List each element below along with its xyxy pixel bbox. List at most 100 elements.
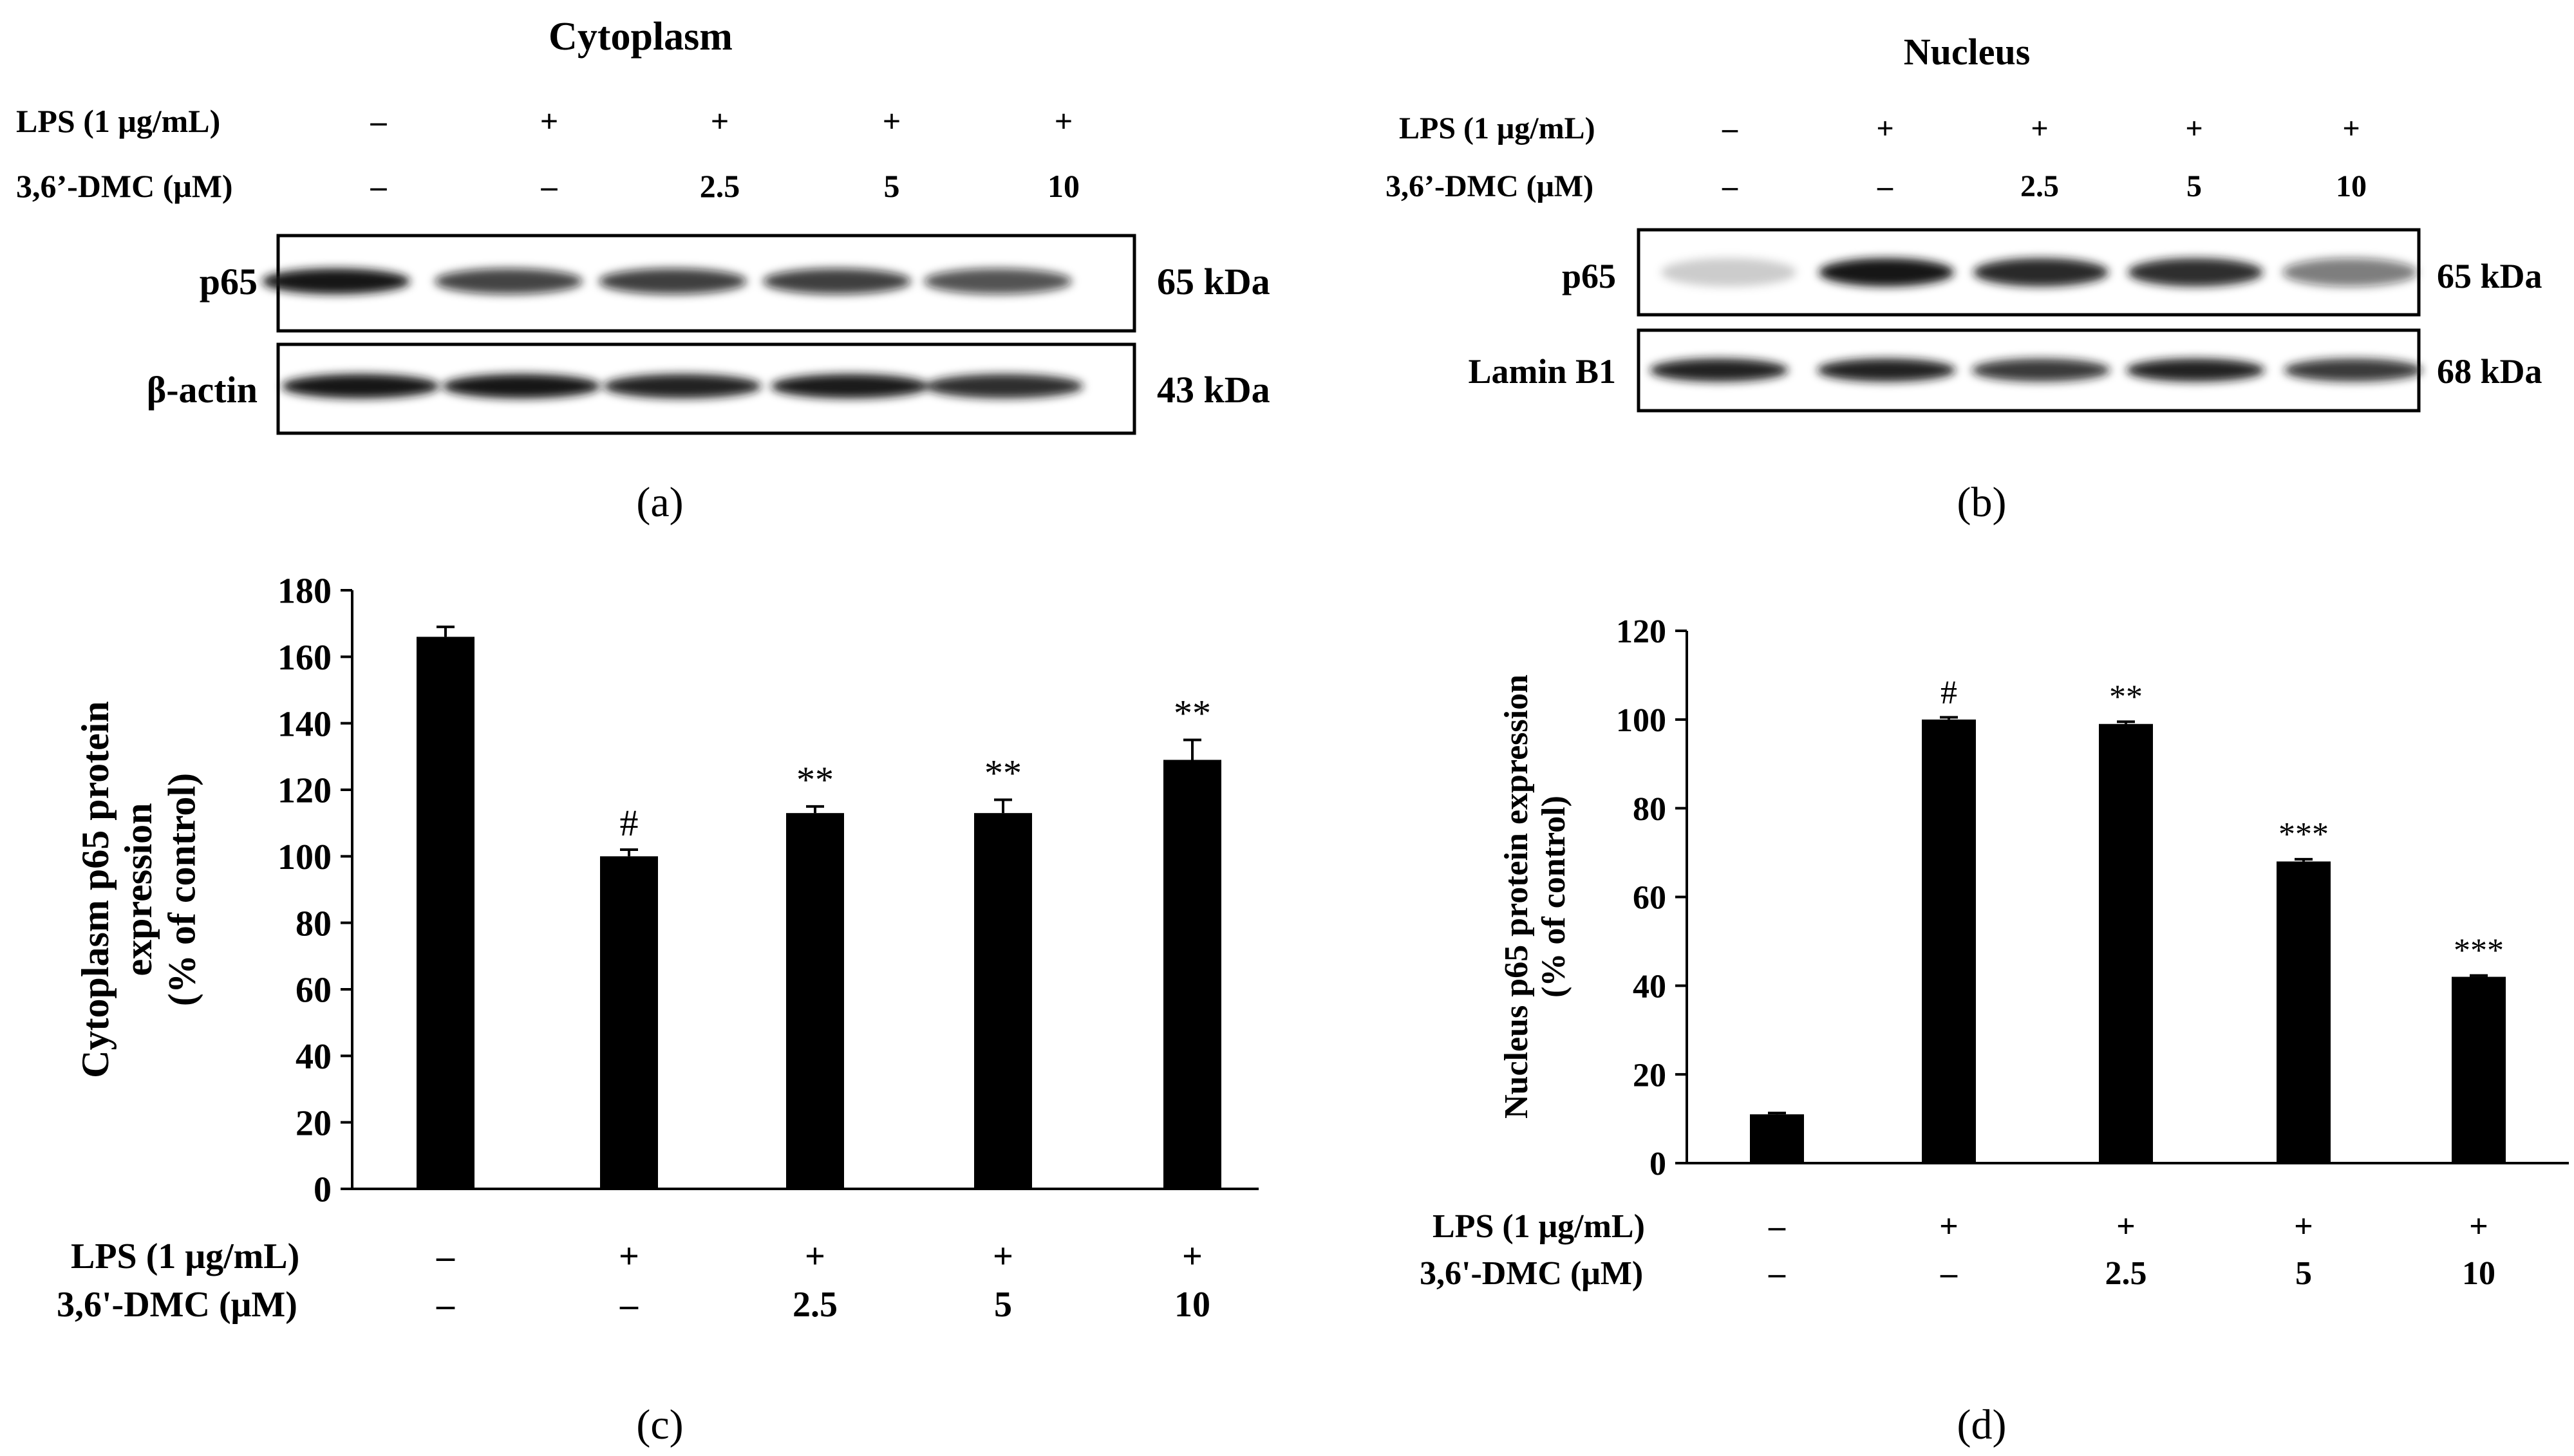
panel-b-p65-band-2 [1819,258,1954,286]
panel-c-bar-chart: 0 20 40 60 80 100 120 140 160 180 # ** ** ** Cytoplasm… [57,572,1259,1448]
panel-d-lps-value-2: + [1939,1208,1959,1245]
panel-c-bar-4 [974,813,1032,1189]
panel-a-p65-band-1 [262,268,410,294]
panel-c-dmc-value-4: 5 [994,1285,1012,1325]
panel-b-lamin-band-3 [1971,359,2110,382]
panel-c-y-tick-label: 160 [277,638,332,678]
panel-d-lps-value-1: – [1768,1208,1786,1245]
panel-d-y-tick-label: 40 [1633,969,1666,1005]
panel-d-significance-4: *** [2278,816,2329,853]
panel-a-actin-band-5 [925,374,1084,398]
panel-a-p65-band-5 [924,268,1072,294]
panel-d-y-tick-label: 0 [1649,1146,1666,1182]
panel-d-lps-value-5: + [2469,1208,2488,1245]
panel-b-lamin-band-5 [2284,359,2423,382]
panel-d-dmc-value-3: 2.5 [2105,1255,2147,1292]
panel-b-p65-band-1 [1661,258,1796,286]
panel-d-y-tick-label: 100 [1616,702,1666,739]
panel-a-dmc-label: 3,6’-DMC (μM) [16,168,233,204]
panel-a-actin-label: β-actin [147,369,258,411]
panel-d-y-axis-label-line: (% of control) [1536,796,1572,998]
panel-c-y-tick-label: 60 [296,971,332,1011]
panel-b-lps-value-1: – [1722,111,1738,145]
panel-c-dmc-value-2: – [619,1285,639,1325]
panel-b-lamin-band-4 [2126,359,2265,382]
panel-a-actin-band-3 [603,374,762,398]
panel-a-lps-value-5: + [1055,103,1073,139]
panel-a-p65-label: p65 [200,261,258,303]
panel-c-y-axis-label-line: expression [117,803,160,976]
panel-a-western-blot: Cytoplasm LPS (1 μg/mL) 3,6’-DMC (μM) – +… [16,15,1270,526]
panel-b-dmc-value-5: 10 [2336,169,2367,203]
panel-a-dmc-value-4: 5 [884,168,900,204]
panel-d-bar-2 [1922,719,1976,1163]
panel-d-dmc-label: 3,6'-DMC (μM) [1420,1255,1643,1292]
panel-d-lps-label: LPS (1 μg/mL) [1433,1208,1645,1245]
panel-d-dmc-value-2: – [1940,1255,1958,1292]
panel-d-dmc-value-4: 5 [2295,1255,2312,1292]
panel-d-lps-value-4: + [2294,1208,2313,1245]
panel-c-significance-4: ** [984,752,1022,794]
panel-b-lps-value-2: + [1876,111,1893,145]
panel-a-dmc-value-3: 2.5 [700,168,740,204]
panel-a-lps-value-3: + [711,103,729,139]
panel-a-lps-value-2: + [540,103,559,139]
panel-c-y-tick-label: 120 [277,771,332,811]
panel-b-dmc-value-4: 5 [2186,169,2202,203]
panel-d-y-tick-label: 120 [1616,613,1666,650]
panel-c-lps-value-5: + [1182,1237,1203,1276]
panel-b-title: Nucleus [1904,31,2031,73]
panel-a-lps-value-1: – [370,103,388,139]
panel-c-dmc-label: 3,6'-DMC (μM) [57,1285,297,1325]
panel-d-y-axis-label-line: Nucleus p65 protein expression [1498,675,1535,1119]
panel-c-y-axis-label: Cytoplasm p65 proteinexpression(% of con… [74,701,203,1078]
panel-c-bar-1 [417,637,474,1189]
panel-a-lps-label: LPS (1 μg/mL) [16,103,220,139]
panel-c-y-tick-label: 0 [314,1170,332,1210]
panel-c-y-tick-label: 100 [277,837,332,877]
panel-d-y-axis-label: Nucleus p65 protein expression(% of cont… [1498,675,1572,1119]
panel-a-dmc-value-2: – [541,168,558,204]
panel-a-title: Cytoplasm [549,15,733,59]
panel-c-caption: (c) [636,1401,683,1448]
panel-c-dmc-value-1: – [436,1285,455,1325]
panel-d-bar-4 [2277,861,2331,1163]
panel-c-y-axis-label-line: (% of control) [160,773,203,1006]
panel-d-y-tick-label: 60 [1633,880,1666,917]
panel-c-lps-value-1: – [436,1237,455,1276]
panel-b-caption: (b) [1957,479,2007,526]
panel-a-p65-band-2 [435,268,583,294]
panel-c-y-axis-label-line: Cytoplasm p65 protein [74,701,117,1078]
panel-d-significance-3: ** [2109,678,2143,715]
panel-b-lamin-band-1 [1649,359,1789,382]
panel-b-lps-label: LPS (1 μg/mL) [1399,111,1595,145]
panel-d-caption: (d) [1957,1401,2007,1448]
panel-c-lps-value-4: + [993,1237,1013,1276]
panel-d-y-tick-label: 20 [1633,1057,1666,1094]
panel-a-dmc-value-1: – [370,168,388,204]
panel-b-lps-value-5: + [2342,111,2360,145]
panel-d-bar-3 [2099,723,2153,1163]
panel-c-y-tick-label: 180 [277,572,332,611]
panel-d-dmc-value-5: 10 [2462,1255,2495,1292]
panel-b-p65-kda: 65 kDa [2437,257,2542,295]
panel-a-p65-band-4 [763,268,911,294]
panel-c-lps-label: LPS (1 μg/mL) [71,1237,299,1276]
panel-a-caption: (a) [636,479,683,526]
panel-c-bar-2 [600,856,658,1189]
panel-a-p65-band-3 [599,268,747,294]
panel-b-p65-band-3 [1973,258,2109,286]
panel-a-dmc-value-5: 10 [1047,168,1080,204]
panel-c-y-tick-label: 140 [277,704,332,744]
panel-c-y-tick-label: 80 [296,904,332,944]
panel-a-actin-band-4 [771,374,929,398]
panel-c-dmc-value-5: 10 [1174,1285,1210,1325]
panel-b-dmc-value-3: 2.5 [2020,169,2059,203]
panel-b-p65-band-5 [2282,258,2418,286]
panel-d-lps-value-3: + [2116,1208,2136,1245]
panel-b-lps-value-4: + [2185,111,2203,145]
panel-d-significance-2: # [1940,674,1957,711]
panel-b-dmc-value-1: – [1722,169,1738,203]
panel-c-y-tick-label: 20 [296,1103,332,1143]
